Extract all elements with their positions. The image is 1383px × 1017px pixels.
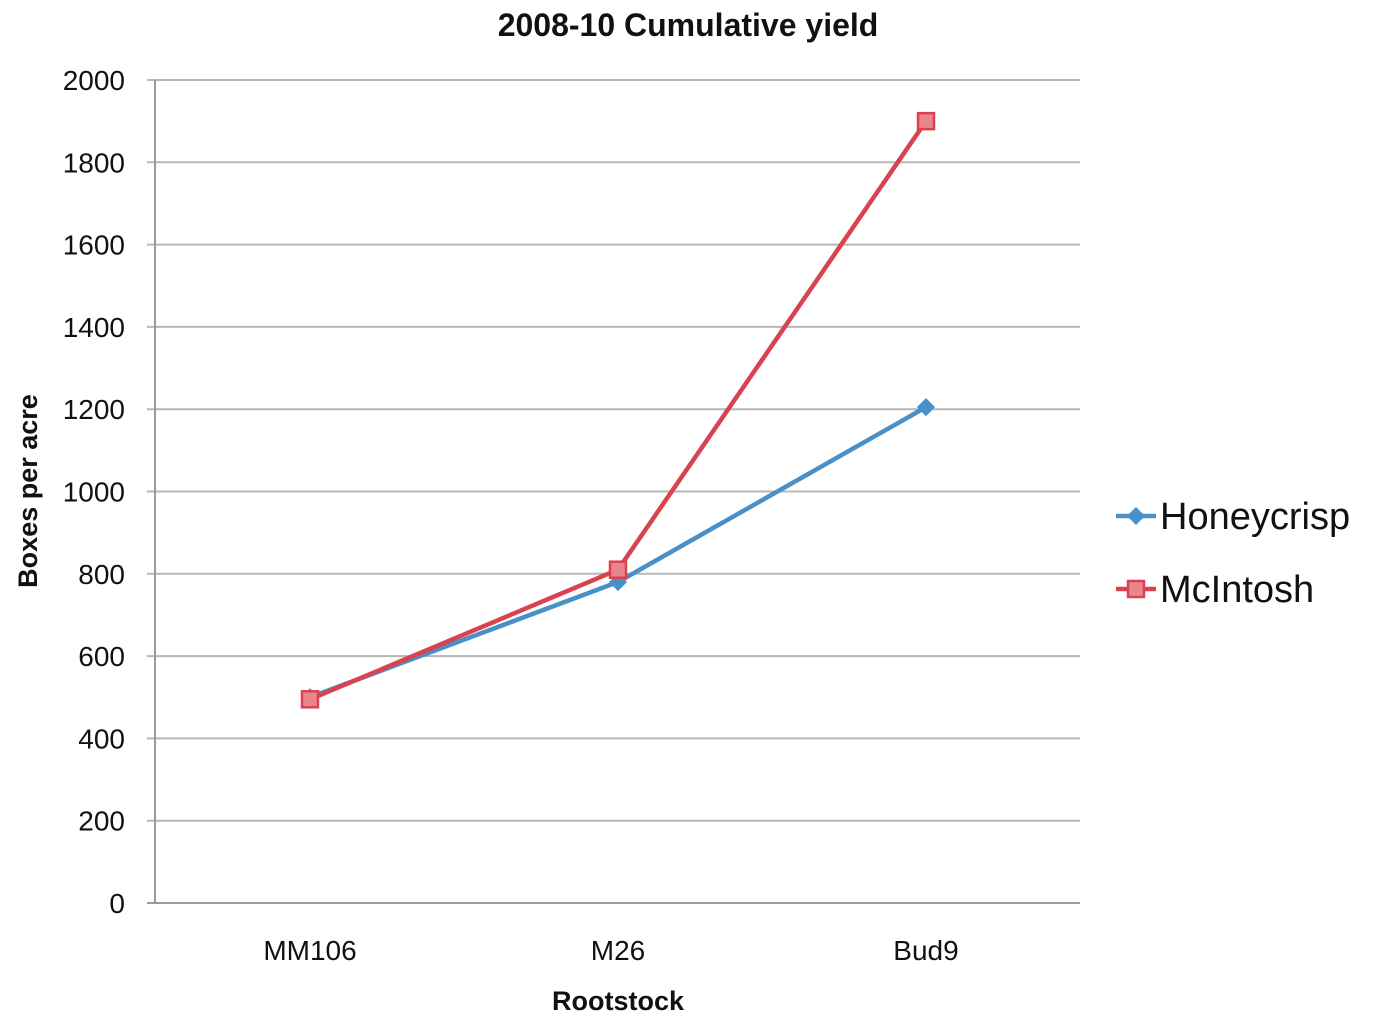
legend-label: McIntosh [1160, 569, 1314, 611]
legend-marker [1126, 579, 1146, 599]
y-tick-label: 200 [78, 806, 125, 837]
y-tick-label: 1400 [63, 312, 125, 343]
data-point-mcintosh [300, 690, 320, 709]
series-lines [300, 111, 936, 709]
x-tick-label: Bud9 [893, 935, 958, 966]
gridlines [147, 79, 1080, 822]
y-tick-label: 800 [78, 559, 125, 590]
y-tick-label: 1600 [63, 230, 125, 261]
x-tick-label: M26 [591, 935, 645, 966]
series-line-honeycrisp [307, 404, 929, 700]
y-tick-label: 1200 [63, 394, 125, 425]
y-tick-label: 1000 [63, 477, 125, 508]
axes [147, 80, 1080, 904]
legend-label: Honeycrisp [1160, 496, 1350, 538]
y-tick-label: 400 [78, 723, 125, 754]
series-line-mcintosh [307, 118, 929, 702]
legend-marker [1126, 506, 1146, 526]
y-axis-title: Boxes per acre [13, 394, 43, 588]
x-tick-label: MM106 [263, 935, 356, 966]
legend: Honeycrisp McIntosh [1116, 496, 1350, 611]
y-tick-labels: 0 200 400 600 800 1000 1200 1400 1600 1800 2000 [63, 65, 125, 919]
legend-item-honeycrisp: Honeycrisp [1116, 496, 1350, 538]
x-axis-title: Rootstock [552, 986, 685, 1016]
data-point-mcintosh [608, 560, 628, 579]
y-tick-label: 2000 [63, 65, 125, 96]
legend-item-mcintosh: McIntosh [1116, 569, 1314, 611]
chart-title: 2008-10 Cumulative yield [498, 7, 879, 43]
y-tick-label: 0 [109, 888, 125, 919]
data-point-honeycrisp [916, 398, 936, 417]
y-tick-label: 1800 [63, 147, 125, 178]
y-tick-label: 600 [78, 641, 125, 672]
x-tick-labels: MM106 M26 Bud9 [263, 935, 958, 966]
data-point-mcintosh [916, 111, 936, 131]
